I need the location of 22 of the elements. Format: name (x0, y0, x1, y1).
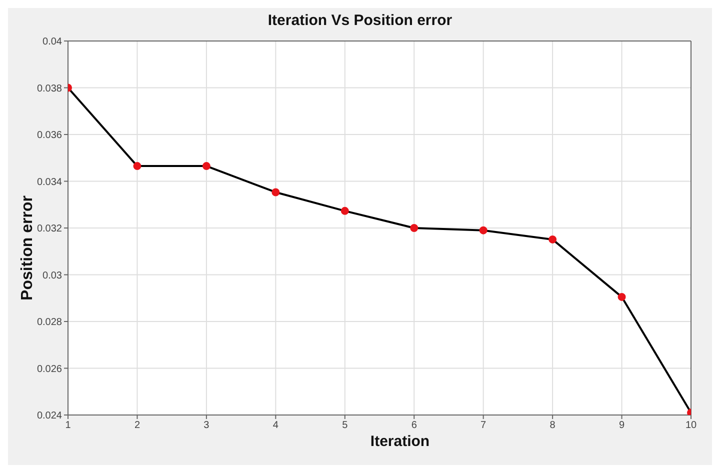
x-tick-label: 6 (411, 420, 418, 432)
y-tick-label: 0.034 (36, 176, 62, 188)
y-tick-label: 0.032 (36, 224, 62, 235)
x-tick-label: 3 (204, 420, 210, 432)
y-tick-label: 0.024 (36, 410, 62, 422)
x-tick-label: 5 (342, 420, 348, 432)
y-tick-label: 0.026 (36, 364, 62, 375)
y-axis-title: Position error (19, 196, 37, 300)
x-tick-label: 8 (550, 420, 556, 432)
y-tick-label: 0.038 (36, 83, 62, 94)
y-tick-label: 0.04 (42, 36, 62, 48)
x-tick-label: 10 (685, 420, 697, 432)
chart-title: Iteration Vs Position error (266, 12, 454, 29)
x-tick-label: 4 (272, 420, 279, 432)
x-tick-label: 2 (134, 420, 140, 432)
y-tick-label: 0.03 (42, 270, 62, 282)
x-tick-label: 9 (618, 420, 625, 432)
y-tick-label: 0.036 (36, 130, 62, 142)
x-axis-title: Iteration (369, 433, 431, 450)
x-tick-label: 7 (480, 420, 487, 432)
x-tick-label: 1 (65, 420, 72, 432)
y-tick-label: 0.028 (36, 317, 62, 328)
